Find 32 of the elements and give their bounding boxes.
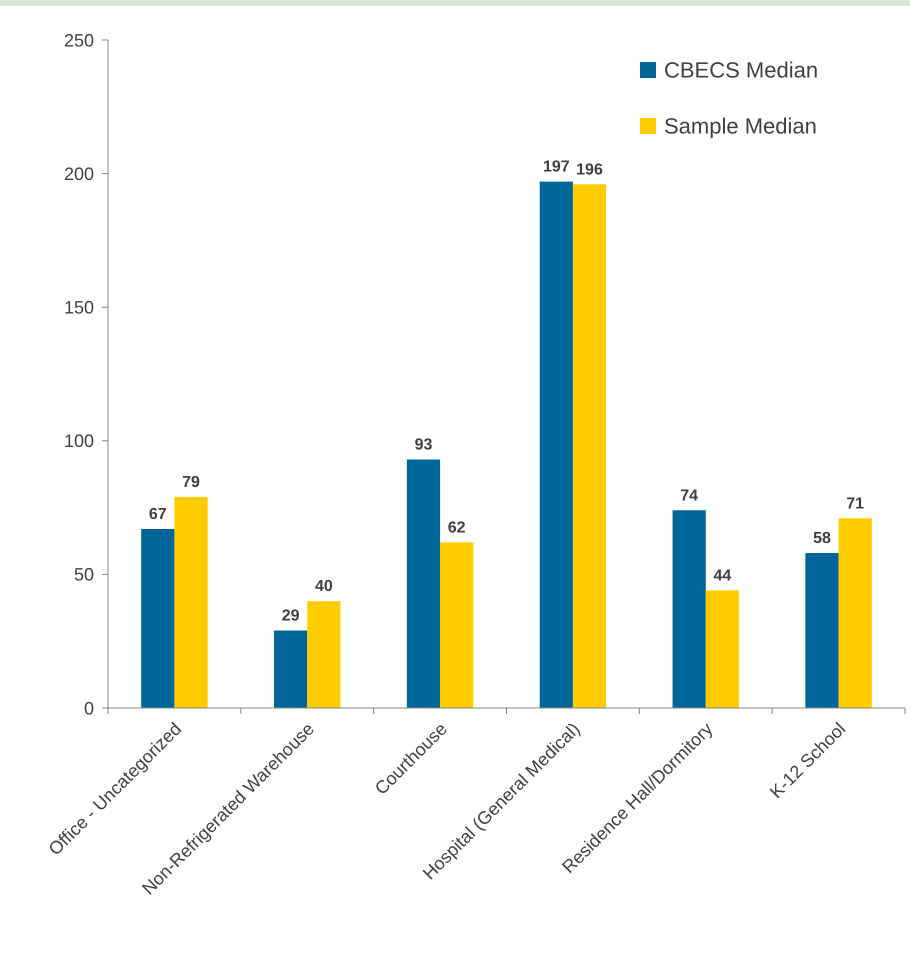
y-tick-label: 150 (64, 298, 94, 318)
data-label: 58 (813, 530, 831, 548)
data-label: 71 (846, 495, 864, 512)
bar (274, 630, 308, 708)
bar (141, 528, 174, 708)
data-label: 44 (713, 567, 732, 584)
data-label: 40 (314, 578, 333, 596)
data-label: 196 (576, 161, 603, 178)
y-tick-label: 100 (64, 431, 94, 452)
data-label: 29 (282, 608, 300, 625)
data-label: 67 (148, 506, 167, 523)
bar (805, 553, 839, 708)
data-label: 74 (680, 487, 698, 504)
y-tick-label: 200 (64, 164, 94, 184)
data-label: 197 (542, 158, 570, 176)
bar (406, 460, 440, 708)
bar (572, 184, 606, 708)
bar (307, 601, 340, 708)
y-tick-label: 0 (84, 698, 94, 718)
bar (706, 590, 739, 708)
bar (174, 496, 208, 708)
y-tick-label: 250 (64, 30, 94, 50)
bar (838, 518, 872, 708)
data-label: 62 (448, 519, 466, 536)
bar (540, 182, 573, 708)
bar (440, 542, 474, 708)
legend-label: CBECS Median (664, 58, 818, 83)
data-label: 93 (414, 436, 432, 454)
bar (672, 510, 706, 708)
y-tick-label: 50 (74, 564, 94, 585)
data-label: 79 (182, 474, 200, 491)
legend-label: Sample Median (664, 114, 817, 139)
